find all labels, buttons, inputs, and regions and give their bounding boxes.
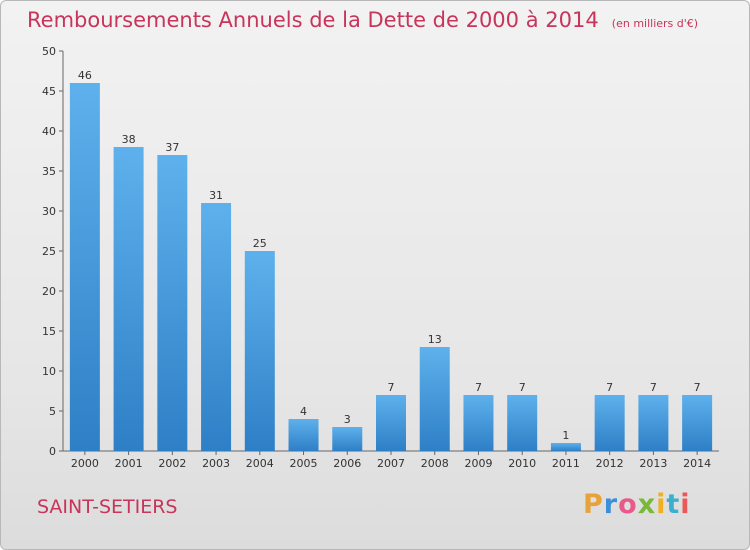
y-tick-label: 35 [42,165,56,178]
x-tick-label: 2013 [639,457,667,470]
bar [113,147,144,451]
chart-unit: (en milliers d'€) [611,17,699,30]
y-tick-label: 45 [42,85,56,98]
x-axis: 2000 2001 2002 2003 2004 2005 2006 2007 2008 2009… [63,450,719,470]
bar-value-label: 13 [428,333,442,346]
logo-letter: i [656,489,667,520]
y-tick-label: 0 [49,445,56,458]
y-tick-label: 40 [42,125,56,138]
x-tick-label: 2007 [377,457,405,470]
logo-letter: r [603,489,619,520]
bar-value-label: 7 [694,381,701,394]
logo-letter: o [618,489,638,520]
x-tick-label: 2005 [290,457,318,470]
title-row: Remboursements Annuels de la Dette de 20… [27,8,698,32]
bar-value-label: 7 [519,381,526,394]
x-tick-label: 2006 [333,457,361,470]
bar [69,83,100,451]
commune-name: SAINT-SETIERS [37,496,178,518]
bar [157,155,188,451]
bar-value-label: 38 [122,133,136,146]
chart-title: Remboursements Annuels de la Dette de 20… [27,8,599,32]
y-tick-label: 30 [42,205,56,218]
y-axis: 0 5 10 15 20 25 30 35 40 45 50 [42,45,64,458]
x-tick-label: 2010 [508,457,536,470]
bar-value-label: 1 [562,429,569,442]
x-tick-label: 2003 [202,457,230,470]
y-tick-label: 50 [42,45,56,58]
bar [376,395,406,451]
bar-value-label: 31 [209,189,223,202]
x-tick-label: 2012 [596,457,624,470]
x-tick-label: 2009 [464,457,492,470]
proxiti-logo[interactable]: Proxiti [583,489,691,520]
logo-letter: P [583,489,604,520]
x-tick-label: 2014 [683,457,711,470]
bar-value-label: 3 [344,413,351,426]
bar [244,251,275,451]
bar [594,395,625,451]
logo-letter: t [666,489,681,520]
bar [682,395,713,451]
y-tick-label: 25 [42,245,56,258]
y-tick-label: 15 [42,325,56,338]
bar-value-label: 7 [475,381,482,394]
bar [288,419,319,451]
bar [332,427,363,451]
x-tick-label: 2008 [421,457,449,470]
logo-letter: i [680,489,691,520]
bar-value-label: 46 [78,69,92,82]
bar [463,395,494,451]
x-tick-label: 2004 [246,457,274,470]
bar-value-label: 7 [606,381,613,394]
bar-value-label: 7 [650,381,657,394]
bar-value-label: 4 [300,405,307,418]
y-tick-label: 5 [49,405,56,418]
bar [550,443,581,451]
y-tick-label: 20 [42,285,56,298]
x-tick-label: 2002 [158,457,186,470]
y-tick-label: 10 [42,365,56,378]
bar [507,395,538,451]
bar-value-label: 25 [253,237,267,250]
x-tick-label: 2001 [115,457,143,470]
bar [638,395,669,451]
bar [419,347,450,451]
bar-value-label: 37 [165,141,179,154]
logo-letter: x [637,489,657,520]
bar-value-label: 7 [388,381,395,394]
x-tick-label: 2000 [71,457,99,470]
bars [69,83,713,451]
bar [201,203,232,451]
x-tick-label: 2011 [552,457,580,470]
